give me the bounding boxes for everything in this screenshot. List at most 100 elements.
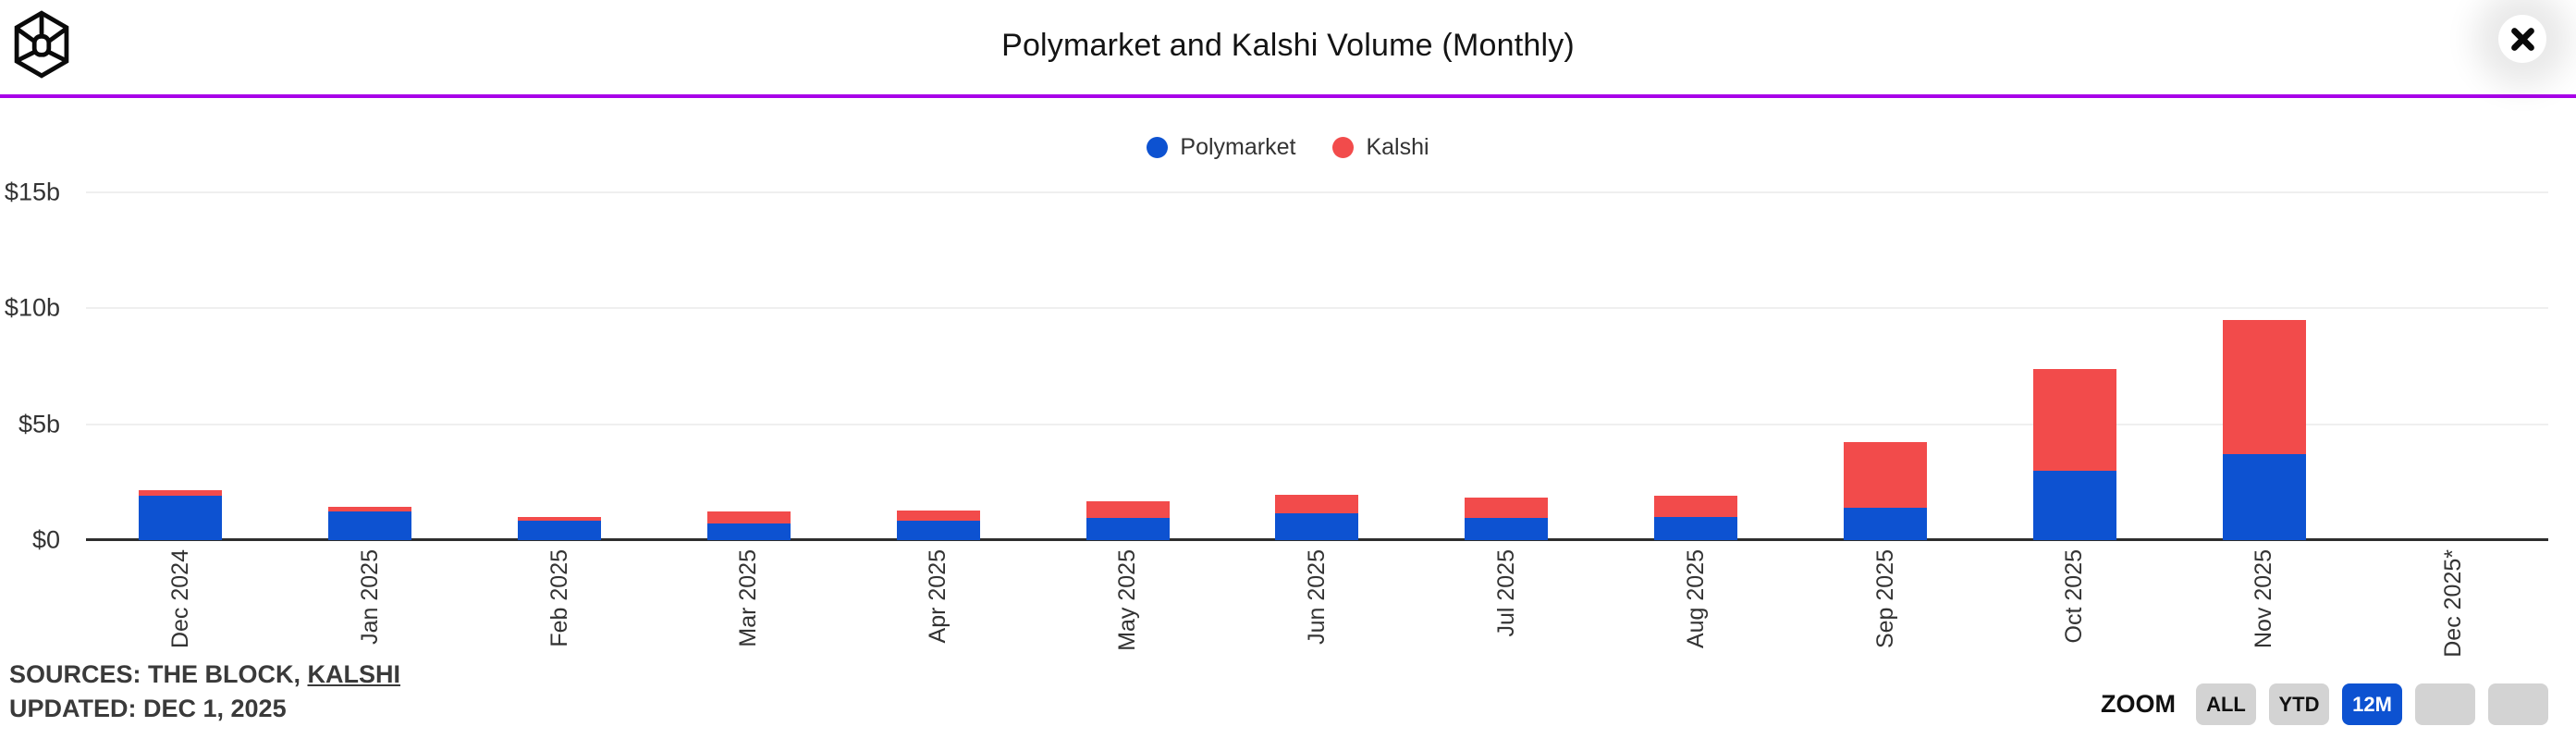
zoom-controls: ZOOM ALL YTD 12M (2101, 683, 2548, 725)
bar-segment-kalshi[interactable] (2032, 369, 2116, 471)
bar-segment-kalshi[interactable] (706, 511, 791, 523)
bar-segment-polymarket[interactable] (896, 521, 980, 540)
x-label-cell: Dec 2024 (86, 549, 276, 662)
close-button[interactable] (2498, 15, 2546, 63)
header: Polymarket and Kalshi Volume (Monthly) (0, 0, 2576, 94)
bar-segment-kalshi[interactable] (1086, 501, 1170, 518)
close-icon (2510, 27, 2534, 51)
legend-dot-kalshi (1332, 136, 1355, 158)
zoom-button-blank[interactable] (2488, 683, 2548, 725)
x-label-cell: Apr 2025 (843, 549, 1033, 662)
bar-segment-kalshi[interactable] (1275, 495, 1359, 513)
bar-segment-polymarket[interactable] (2032, 471, 2116, 540)
sources-text: SOURCES: THE BLOCK, (9, 660, 308, 689)
sources-block: SOURCES: THE BLOCK, KALSHI UPDATED: DEC … (9, 658, 400, 725)
chart-title: Polymarket and Kalshi Volume (Monthly) (1001, 28, 1575, 63)
stacked-bar (1465, 498, 1549, 540)
x-axis-label: Jan 2025 (356, 549, 383, 645)
x-axis-label: Oct 2025 (2061, 549, 2088, 644)
bar-segment-kalshi[interactable] (1465, 498, 1549, 518)
x-label-cell: Mar 2025 (655, 549, 844, 662)
gridline-10b (86, 307, 2548, 310)
y-axis-tick-label: $10b (4, 293, 60, 322)
zoom-button-ytd[interactable]: YTD (2269, 683, 2329, 725)
bar-slot-oct-2025 (1980, 179, 2169, 540)
x-axis-label: Dec 2025* (2440, 549, 2467, 658)
legend-item-kalshi[interactable]: Kalshi (1332, 134, 1429, 161)
kalshi-link[interactable]: KALSHI (307, 660, 401, 689)
stacked-bar (328, 507, 412, 540)
stacked-bar (1086, 501, 1170, 540)
bar-slot-jun-2025 (1222, 179, 1412, 540)
x-axis-labels: Dec 2024 Jan 2025 Feb 2025 Mar 2025 Apr 2025… (86, 549, 2548, 662)
x-label-cell: Feb 2025 (465, 549, 655, 662)
gridline-15b (86, 191, 2548, 194)
the-block-logo (14, 10, 69, 79)
x-label-cell: Dec 2025* (2359, 549, 2548, 662)
updated-text: UPDATED: DEC 1, 2025 (9, 694, 287, 722)
bar-segment-kalshi[interactable] (139, 490, 223, 496)
bar-segment-polymarket[interactable] (1086, 518, 1170, 540)
bar-segment-polymarket[interactable] (139, 496, 223, 540)
stacked-bar (706, 511, 791, 540)
bar-slot-nov-2025 (2169, 179, 2359, 540)
legend-label: Kalshi (1366, 133, 1429, 160)
zoom-button-group: ALL YTD 12M (2196, 683, 2548, 725)
x-axis-label: Dec 2024 (166, 549, 193, 649)
stacked-bar (1654, 496, 1738, 540)
plot-area: $0 $5b $10b $15b (5, 179, 2548, 554)
x-axis-label: Nov 2025 (2251, 549, 2277, 649)
x-label-cell: Jun 2025 (1222, 549, 1412, 662)
x-axis-label: Jul 2025 (1492, 549, 1519, 637)
bar-slot-jan-2025 (276, 179, 465, 540)
bar-segment-polymarket[interactable] (328, 511, 412, 540)
x-axis-label: Jun 2025 (1303, 549, 1330, 645)
bar-segment-polymarket[interactable] (518, 521, 602, 540)
bar-segment-polymarket[interactable] (1844, 508, 1928, 540)
x-axis-label: Feb 2025 (546, 549, 572, 647)
zoom-button-all[interactable]: ALL (2196, 683, 2256, 725)
y-axis-tick-label: $0 (31, 525, 60, 554)
zoom-button-12m[interactable]: 12M (2342, 683, 2402, 725)
legend-dot-polymarket (1147, 136, 1169, 158)
bar-segment-polymarket[interactable] (1275, 513, 1359, 540)
bar-segment-kalshi[interactable] (896, 511, 980, 521)
legend-label: Polymarket (1180, 133, 1296, 160)
x-label-cell: Jan 2025 (276, 549, 465, 662)
stacked-bar (896, 511, 980, 540)
x-label-cell: Jul 2025 (1412, 549, 1601, 662)
legend-item-polymarket[interactable]: Polymarket (1147, 134, 1295, 161)
bar-slot-aug-2025 (1601, 179, 1791, 540)
x-label-cell: Sep 2025 (1791, 549, 1981, 662)
gridline-5b (86, 423, 2548, 425)
bar-slot-may-2025 (1033, 179, 1222, 540)
zoom-label: ZOOM (2101, 690, 2176, 718)
x-label-cell: Nov 2025 (2169, 549, 2359, 662)
stacked-bar (2222, 320, 2306, 540)
bar-segment-kalshi[interactable] (1654, 496, 1738, 517)
y-axis-tick-label: $15b (4, 178, 60, 206)
stacked-bar (2032, 369, 2116, 540)
bar-segment-polymarket[interactable] (1465, 518, 1549, 540)
stacked-bar (139, 490, 223, 540)
stacked-bar (518, 517, 602, 540)
x-axis-label: Sep 2025 (1871, 549, 1898, 649)
x-label-cell: Oct 2025 (1980, 549, 2169, 662)
x-axis-label: Mar 2025 (735, 549, 762, 647)
bar-slot-dec-2025- (2359, 179, 2548, 540)
bar-segment-polymarket[interactable] (706, 523, 791, 540)
bar-slot-mar-2025 (655, 179, 844, 540)
x-axis-label: Aug 2025 (1682, 549, 1709, 649)
bar-segment-kalshi[interactable] (2222, 320, 2306, 454)
bar-segment-polymarket[interactable] (2222, 454, 2306, 540)
bar-segment-kalshi[interactable] (328, 507, 412, 511)
bar-segment-kalshi[interactable] (1844, 442, 1928, 508)
bar-segment-polymarket[interactable] (1654, 517, 1738, 540)
stacked-bar (1275, 495, 1359, 540)
bar-slot-apr-2025 (843, 179, 1033, 540)
bar-segment-kalshi[interactable] (518, 517, 602, 521)
x-label-cell: May 2025 (1033, 549, 1222, 662)
x-label-cell: Aug 2025 (1601, 549, 1791, 662)
zoom-button-blank[interactable] (2415, 683, 2475, 725)
